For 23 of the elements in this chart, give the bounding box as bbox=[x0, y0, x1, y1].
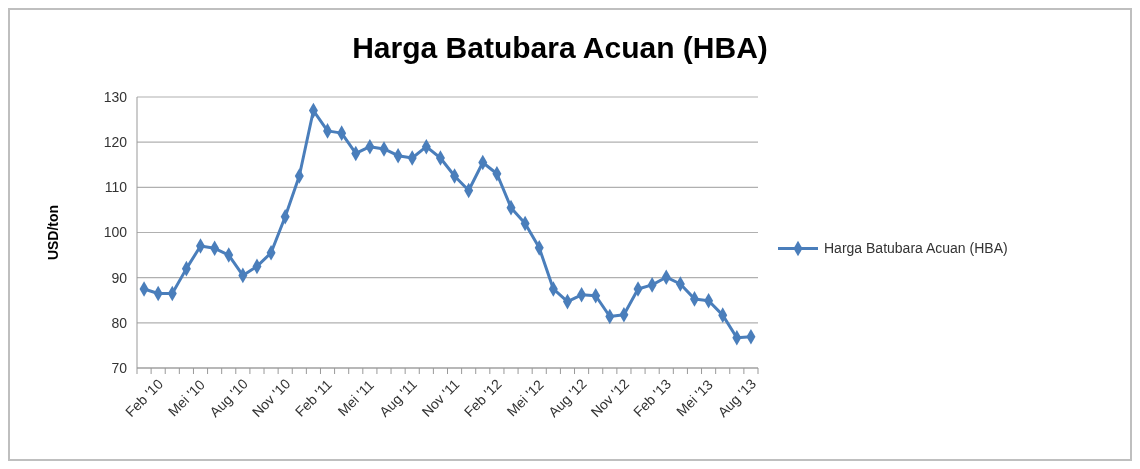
legend-label: Harga Batubara Acuan (HBA) bbox=[824, 240, 1008, 257]
x-tick-label: Aug '12 bbox=[545, 375, 590, 421]
x-tick-label: Mei '11 bbox=[334, 376, 377, 420]
y-tick-label: 90 bbox=[111, 269, 128, 286]
y-tick-label: 110 bbox=[104, 179, 128, 196]
y-tick-label: 120 bbox=[103, 134, 128, 151]
y-tick-label: 80 bbox=[111, 314, 128, 331]
chart-title: Harga Batubara Acuan (HBA) bbox=[352, 31, 768, 64]
x-tick-label: Aug '11 bbox=[376, 375, 421, 420]
x-tick-label: Aug '13 bbox=[714, 375, 760, 421]
x-tick-label: Feb '13 bbox=[630, 375, 675, 420]
x-tick-label: Feb '12 bbox=[460, 375, 505, 420]
x-tick-label: Feb '11 bbox=[291, 376, 336, 420]
y-axis-title: USD/ton bbox=[45, 204, 61, 261]
x-tick-label: Mei '13 bbox=[672, 376, 717, 420]
y-tick-label: 130 bbox=[103, 88, 128, 105]
x-tick-label: Nov '12 bbox=[587, 375, 633, 421]
x-tick-label: Mei '12 bbox=[503, 376, 547, 420]
y-tick-label: 70 bbox=[111, 359, 128, 376]
x-tick-label: Feb '10 bbox=[121, 375, 167, 420]
x-tick-label: Nov '11 bbox=[418, 375, 463, 420]
x-tick-label: Mei '10 bbox=[164, 376, 208, 420]
y-tick-label: 100 bbox=[103, 224, 128, 241]
